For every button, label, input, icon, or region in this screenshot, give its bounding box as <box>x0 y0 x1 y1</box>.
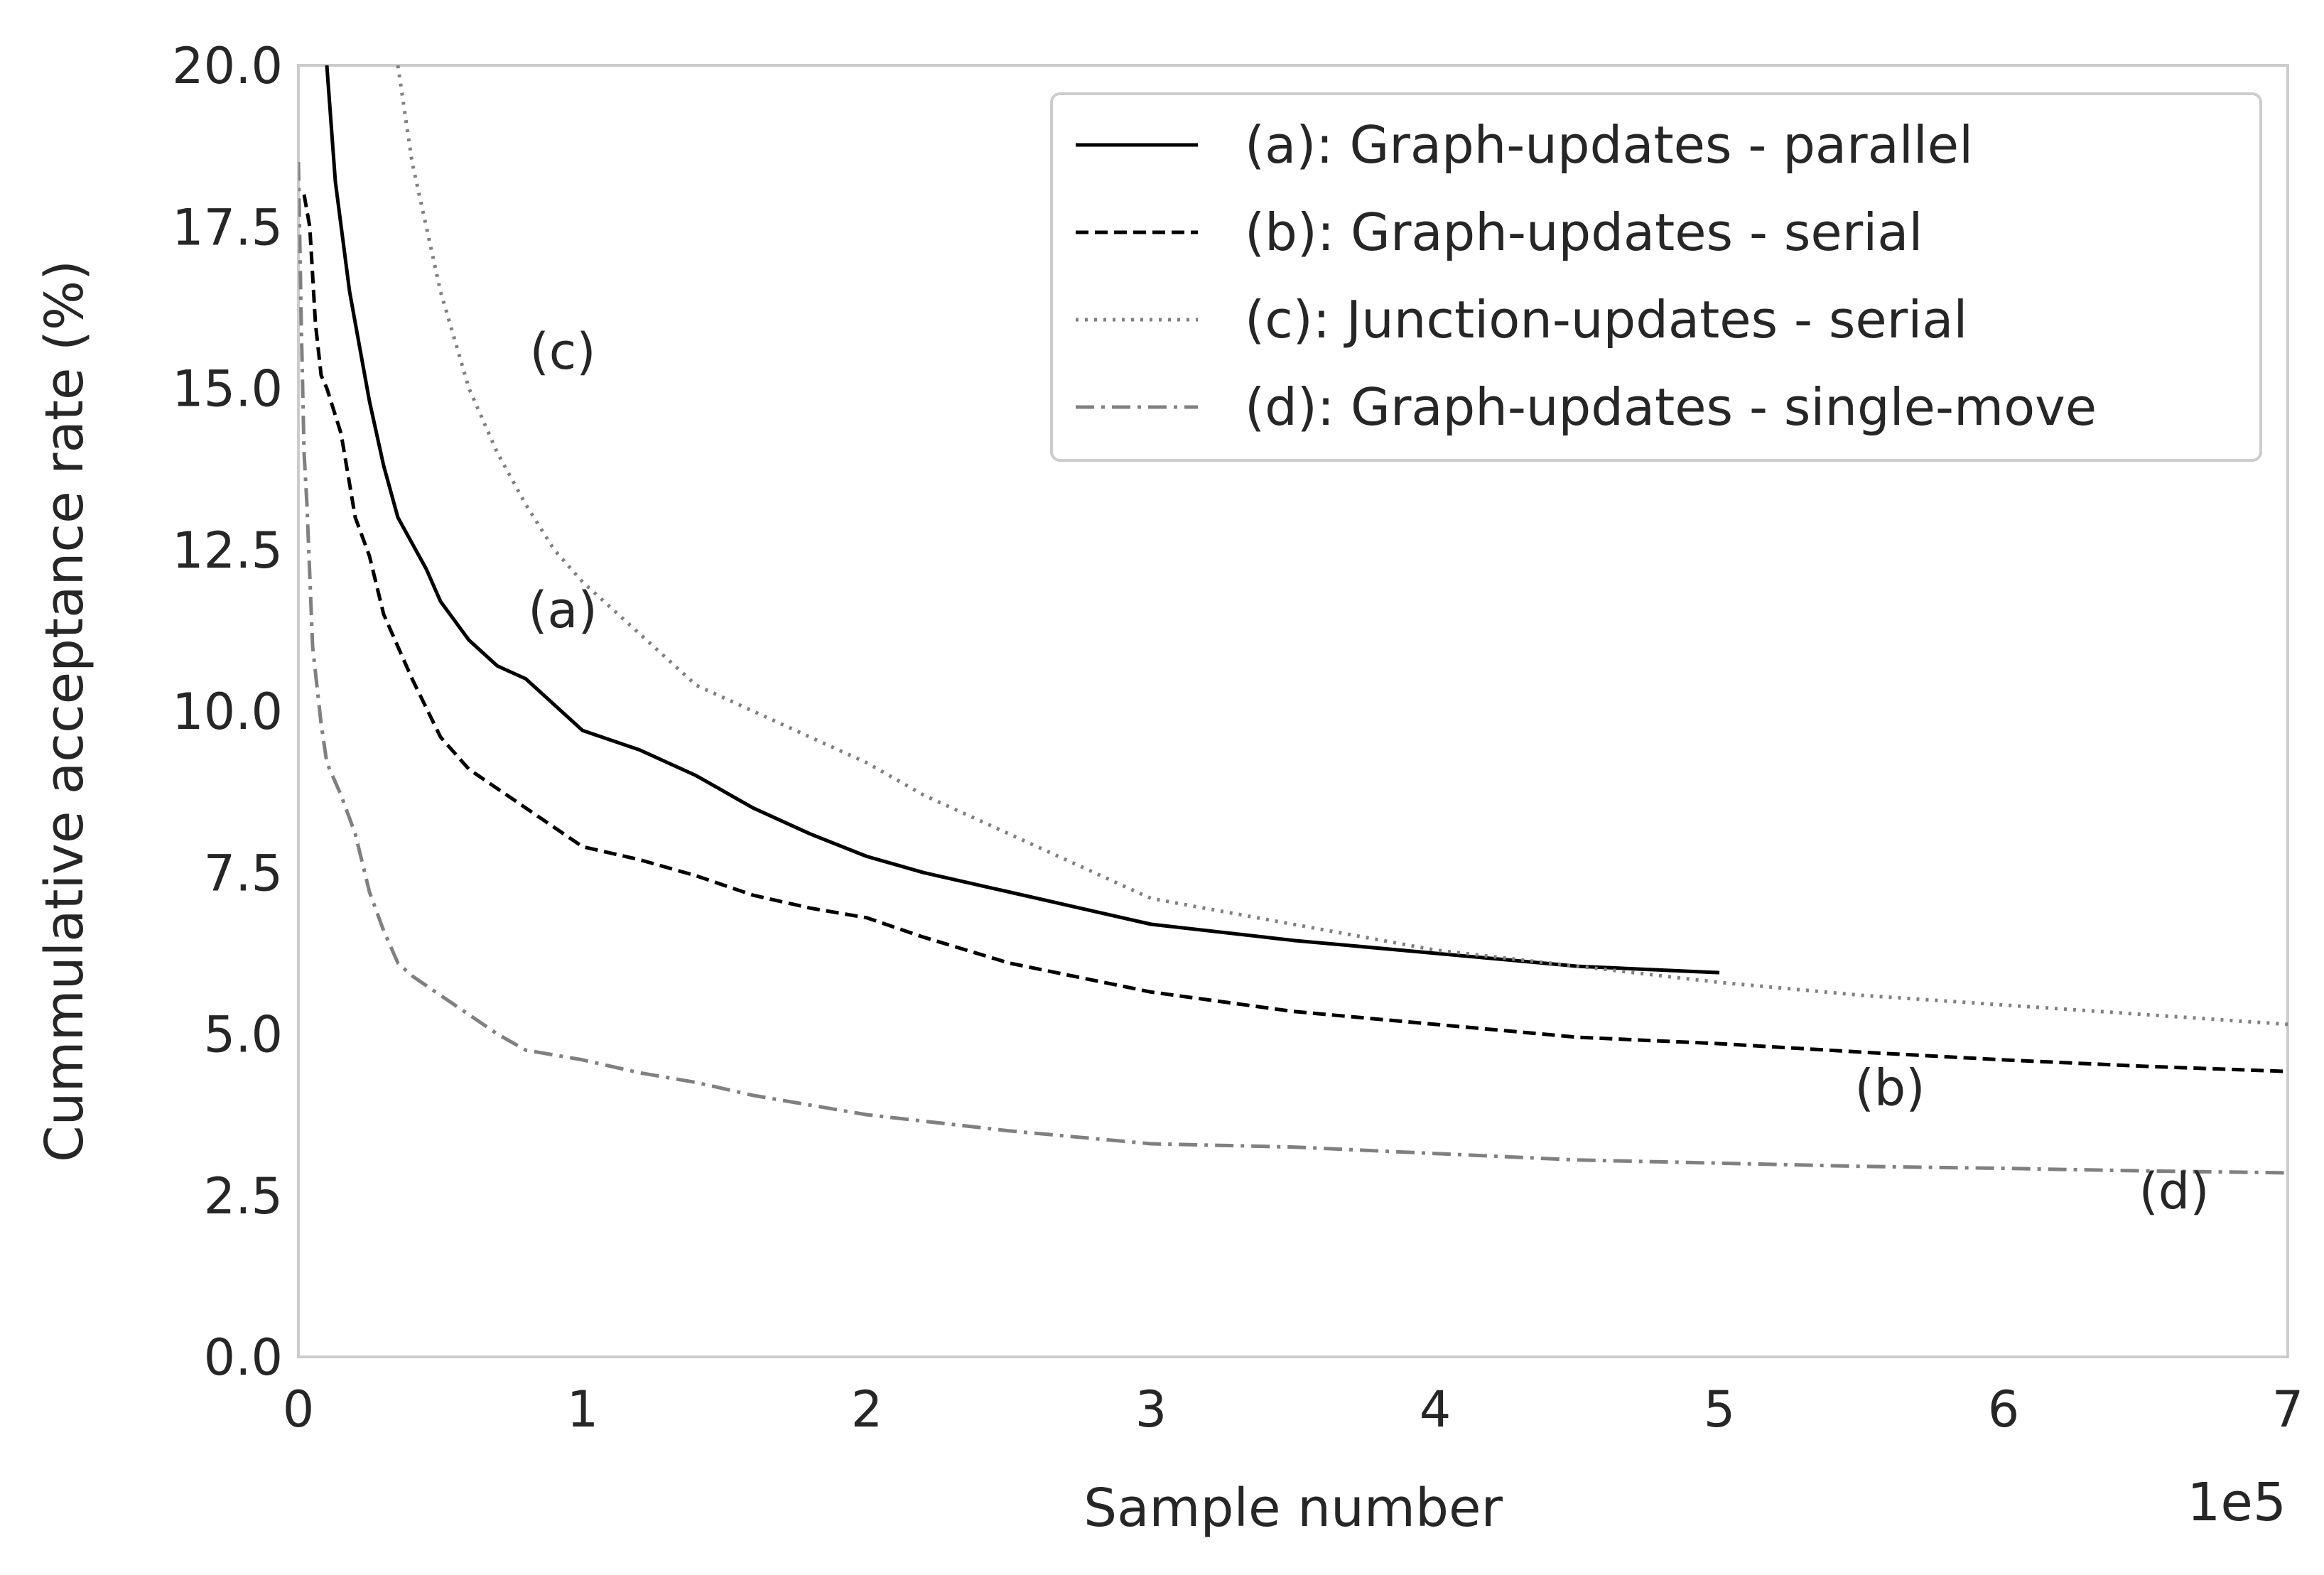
curve-annotation: (d) <box>2139 1162 2209 1221</box>
x-tick-label: 0 <box>283 1380 315 1439</box>
series-line-d <box>298 162 2288 1175</box>
curve-annotation: (a) <box>528 581 598 639</box>
x-axis-label: Sample number <box>1083 1478 1503 1539</box>
y-tick-label: 0.0 <box>204 1328 283 1387</box>
legend-label: (a): Graph-updates - parallel <box>1245 115 1973 175</box>
x-axis-ticks: 0 1 2 3 4 5 6 7 <box>283 1380 2304 1439</box>
x-tick-label: 7 <box>2272 1380 2304 1439</box>
y-axis-label: Cummulative acceptance rate (%) <box>34 260 95 1162</box>
y-tick-label: 15.0 <box>172 360 283 418</box>
series-line-b <box>302 194 2288 1073</box>
x-tick-label: 5 <box>1704 1380 1736 1439</box>
curve-annotation: (b) <box>1854 1059 1925 1117</box>
x-tick-label: 1 <box>567 1380 599 1439</box>
curve-annotation: (c) <box>529 323 595 381</box>
legend-label: (b): Graph-updates - serial <box>1245 202 1923 262</box>
y-tick-label: 12.5 <box>172 521 283 580</box>
x-tick-label: 4 <box>1420 1380 1452 1439</box>
y-tick-label: 5.0 <box>204 1006 283 1064</box>
y-tick-label: 10.0 <box>172 683 283 741</box>
series-line-a <box>325 65 1720 975</box>
legend-box <box>1050 92 2262 462</box>
x-tick-label: 6 <box>1988 1380 2020 1439</box>
legend-label: (c): Junction-updates - serial <box>1245 290 1967 350</box>
y-tick-label: 2.5 <box>204 1167 283 1225</box>
series-line-c <box>396 65 2288 1027</box>
y-tick-label: 20.0 <box>172 37 283 95</box>
x-axis-offset-label: 1e5 <box>2187 1472 2286 1533</box>
x-tick-label: 2 <box>851 1380 883 1439</box>
y-tick-label: 7.5 <box>204 844 283 902</box>
x-tick-label: 3 <box>1135 1380 1167 1439</box>
series-lines <box>298 65 2288 1175</box>
y-tick-label: 17.5 <box>172 198 283 256</box>
y-axis-ticks: 0.0 2.5 5.0 7.5 10.0 12.5 15.0 17.5 20.0 <box>172 37 283 1387</box>
legend: (a): Graph-updates - parallel (b): Graph-… <box>1050 92 2262 462</box>
legend-label: (d): Graph-updates - single-move <box>1245 377 2097 437</box>
curve-annotations: (c) (a) (b) (d) <box>528 323 2209 1221</box>
